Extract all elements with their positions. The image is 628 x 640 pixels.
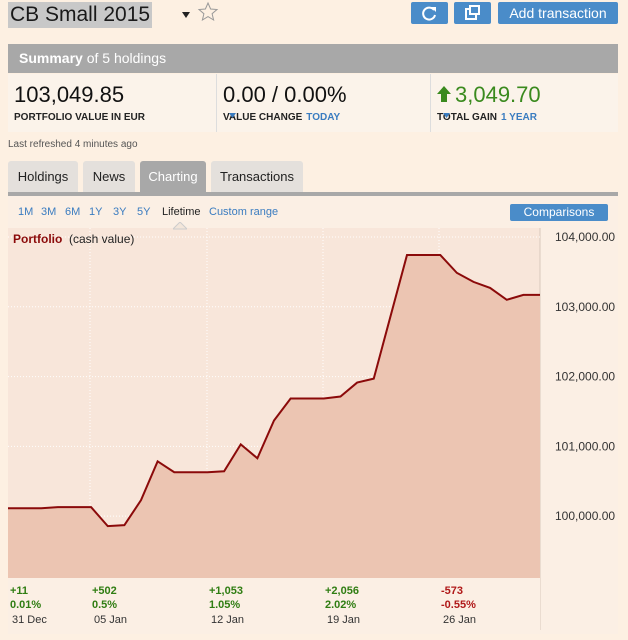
summary-detail: of 5 holdings xyxy=(86,50,167,66)
refreshed-note: Last refreshed 4 minutes ago xyxy=(8,139,138,150)
comparisons-button[interactable]: Comparisons xyxy=(510,204,608,221)
popout-button[interactable] xyxy=(454,2,491,24)
week-date: 26 Jan xyxy=(443,614,476,626)
y-tick-label: 102,000.00 xyxy=(555,370,615,384)
add-transaction-button[interactable]: Add transaction xyxy=(498,2,618,24)
stat-label-text: PORTFOLIO VALUE IN EUR xyxy=(14,112,145,123)
stat-period[interactable]: TODAY xyxy=(306,112,341,123)
week-date: 12 Jan xyxy=(211,614,244,626)
stat-label-text: TOTAL GAIN xyxy=(437,112,497,123)
range-link[interactable]: Custom range xyxy=(209,206,279,218)
stats-row: 103,049.85 PORTFOLIO VALUE IN EUR 0.00 / 0… xyxy=(8,74,618,132)
stat-value: 3,049.70 xyxy=(455,82,541,107)
tab[interactable]: Transactions xyxy=(211,161,303,192)
refresh-button[interactable] xyxy=(411,2,448,24)
refresh-icon xyxy=(422,6,436,21)
stat-cell: 0.00 / 0.00% VALUE CHANGE TODAY xyxy=(216,74,429,132)
line xyxy=(8,253,540,528)
y-tick-label: 100,000.00 xyxy=(555,509,615,523)
y-tick-label: 104,000.00 xyxy=(555,230,615,244)
range-link[interactable]: 3M xyxy=(41,206,57,218)
chart-subtitle: (cash value) xyxy=(69,232,134,246)
tab[interactable]: Holdings xyxy=(8,161,78,192)
period-arrow xyxy=(229,113,236,118)
y-tick-label: 101,000.00 xyxy=(555,439,615,453)
range-link[interactable]: Lifetime xyxy=(162,206,201,218)
week-change: -573 xyxy=(441,585,463,597)
week-percent: 2.02% xyxy=(325,599,356,611)
portfolio-title[interactable]: CB Small 2015 xyxy=(8,2,153,28)
tab[interactable]: Charting xyxy=(140,161,206,192)
week-change: +2,056 xyxy=(325,585,359,597)
stat-value: 103,049.85 xyxy=(14,82,125,107)
week-date: 31 Dec xyxy=(12,614,47,626)
week-percent: -0.55% xyxy=(441,599,476,611)
active-range-pointer xyxy=(173,222,187,230)
y-tick-label: 103,000.00 xyxy=(555,300,615,314)
range-link[interactable]: 5Y xyxy=(137,206,151,218)
range-link[interactable]: 1Y xyxy=(89,206,103,218)
week-change: +11 xyxy=(10,585,28,597)
week-percent: 0.01% xyxy=(10,599,41,611)
range-link[interactable]: 1M xyxy=(18,206,34,218)
stat-label: PORTFOLIO VALUE IN EUR xyxy=(14,112,145,123)
week-percent: 0.5% xyxy=(92,599,117,611)
week-date: 05 Jan xyxy=(94,614,127,626)
stat-label: TOTAL GAIN 1 YEAR xyxy=(437,112,537,123)
week-percent: 1.05% xyxy=(209,599,240,611)
week-date: 19 Jan xyxy=(327,614,360,626)
summary-bar: Summary of 5 holdings xyxy=(8,44,618,73)
period-arrow xyxy=(443,113,450,118)
range-link[interactable]: 6M xyxy=(65,206,81,218)
week-change: +502 xyxy=(92,585,117,597)
stat-cell: 103,049.85 PORTFOLIO VALUE IN EUR xyxy=(8,74,214,132)
stat-cell: 3,049.70 TOTAL GAIN 1 YEAR xyxy=(430,74,619,132)
tab[interactable]: News xyxy=(83,161,135,192)
range-link[interactable]: 3Y xyxy=(113,206,127,218)
stat-label: VALUE CHANGE TODAY xyxy=(223,112,340,123)
summary-label: Summary xyxy=(19,50,83,66)
week-change: +1,053 xyxy=(209,585,243,597)
popout-icon xyxy=(465,5,480,20)
stat-value: 0.00 / 0.00% xyxy=(223,82,347,107)
stat-period[interactable]: 1 YEAR xyxy=(501,112,537,123)
chart-title: Portfolio xyxy=(13,232,62,246)
area xyxy=(8,254,540,578)
weekly-strip xyxy=(8,578,540,630)
stat-label-text: VALUE CHANGE xyxy=(223,112,303,123)
up-arrow xyxy=(437,86,451,102)
